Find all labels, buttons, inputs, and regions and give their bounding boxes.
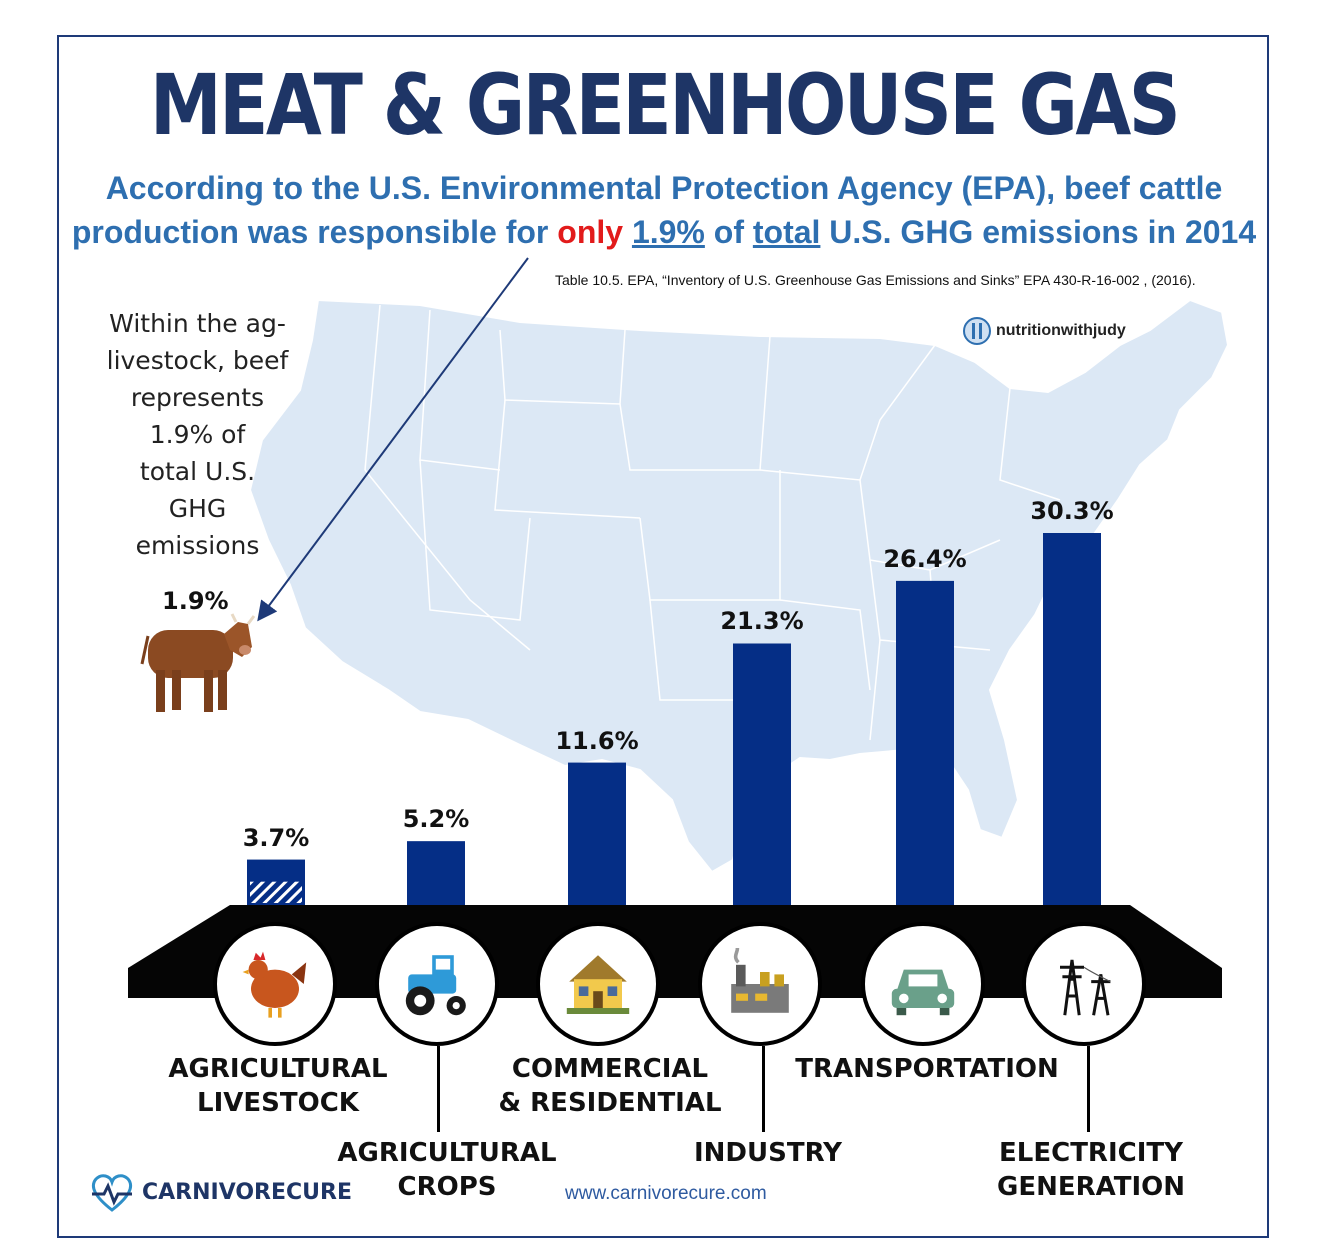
nutrition-logo-icon bbox=[963, 317, 991, 345]
highlight-percent: 1.9% bbox=[631, 214, 705, 250]
category-label: ELECTRICITY GENERATION bbox=[941, 1136, 1241, 1204]
beef-note: Within the ag- livestock, beef represent… bbox=[95, 305, 300, 564]
bar-6 bbox=[1043, 533, 1101, 905]
bar-value-label: 26.4% bbox=[883, 544, 967, 573]
icon-circle bbox=[213, 922, 337, 1046]
category-label-line: LIVESTOCK bbox=[197, 1088, 359, 1118]
bar-3 bbox=[568, 762, 626, 905]
subtitle-text: production was responsible for bbox=[71, 214, 558, 250]
category-label-line: INDUSTRY bbox=[693, 1138, 842, 1168]
icon-circle bbox=[698, 922, 822, 1046]
tractor-icon bbox=[405, 955, 466, 1016]
bar-2 bbox=[407, 841, 465, 905]
cow-icon bbox=[140, 613, 256, 712]
factory-icon bbox=[731, 948, 789, 1013]
bar-value-label: 3.7% bbox=[242, 823, 310, 852]
category-label-line: ELECTRICITY bbox=[999, 1138, 1183, 1168]
highlight-total: total bbox=[752, 214, 821, 250]
note-line: total U.S. bbox=[139, 457, 256, 486]
category-label: AGRICULTURAL LIVESTOCK bbox=[128, 1052, 428, 1120]
note-line: GHG bbox=[168, 494, 227, 523]
infographic-frame bbox=[57, 35, 1269, 1238]
label-connector bbox=[1087, 1046, 1090, 1132]
heart-pulse-icon bbox=[91, 1174, 133, 1212]
category-label-line: & RESIDENTIAL bbox=[498, 1088, 722, 1118]
category-label-line: AGRICULTURAL bbox=[168, 1054, 388, 1084]
highlight-only: only bbox=[557, 214, 624, 250]
category-label-line: COMMERCIAL bbox=[511, 1054, 709, 1084]
category-label-line: TRANSPORTATION bbox=[795, 1054, 1059, 1084]
subtitle-text-of: of bbox=[704, 214, 753, 250]
bar-value-label: 11.6% bbox=[555, 726, 639, 755]
note-line: emissions bbox=[135, 531, 260, 560]
note-line: Within the ag- bbox=[109, 309, 286, 338]
icon-circle bbox=[536, 922, 660, 1046]
bar-4 bbox=[733, 643, 791, 905]
category-label: INDUSTRY bbox=[618, 1136, 918, 1170]
icon-circle bbox=[861, 922, 985, 1046]
beef-share-label: 1.9% bbox=[162, 587, 229, 615]
source-citation: Table 10.5. EPA, “Inventory of U.S. Gree… bbox=[555, 272, 1196, 288]
note-line: represents bbox=[130, 383, 265, 412]
category-label: TRANSPORTATION bbox=[777, 1052, 1077, 1086]
subtitle-line-2: production was responsible for only 1.9%… bbox=[0, 214, 1328, 251]
bar-5 bbox=[896, 580, 954, 905]
nutrition-with-judy-logo: nutritionwithjudy bbox=[962, 316, 1126, 346]
category-label-line: GENERATION bbox=[996, 1172, 1186, 1202]
category-label: AGRICULTURAL CROPS bbox=[297, 1136, 597, 1204]
carnivorecure-text: CARNIVORECURE bbox=[142, 1179, 352, 1205]
power-tower-icon bbox=[1060, 959, 1111, 1016]
website-link[interactable]: www.carnivorecure.com bbox=[565, 1183, 767, 1204]
category-label: COMMERCIAL & RESIDENTIAL bbox=[460, 1052, 760, 1120]
note-line: 1.9% of bbox=[149, 420, 246, 449]
subtitle-text-end: U.S. GHG emissions in 2014 bbox=[820, 214, 1257, 250]
icon-circle bbox=[375, 922, 499, 1046]
category-label-line: AGRICULTURAL bbox=[337, 1138, 557, 1168]
category-label-line: CROPS bbox=[397, 1172, 497, 1202]
bar-value-label: 5.2% bbox=[402, 805, 470, 834]
icon-circle bbox=[1022, 922, 1146, 1046]
carnivorecure-logo: CARNIVORECURE bbox=[88, 1172, 352, 1212]
label-connector bbox=[437, 1046, 440, 1132]
car-icon bbox=[891, 969, 955, 1016]
bar-value-label: 21.3% bbox=[720, 607, 804, 636]
subtitle-line-1: According to the U.S. Environmental Prot… bbox=[105, 170, 1223, 206]
chicken-icon bbox=[242, 951, 307, 1018]
house-icon bbox=[566, 955, 630, 1014]
page-title: MEAT & GREENHOUSE GAS bbox=[149, 56, 1181, 154]
note-line: livestock, beef bbox=[106, 346, 289, 375]
bar-value-label: 30.3% bbox=[1030, 497, 1114, 525]
beef-share-segment bbox=[250, 881, 302, 903]
nutrition-logo-text: nutritionwithjudy bbox=[996, 322, 1126, 339]
label-connector bbox=[762, 1046, 765, 1132]
